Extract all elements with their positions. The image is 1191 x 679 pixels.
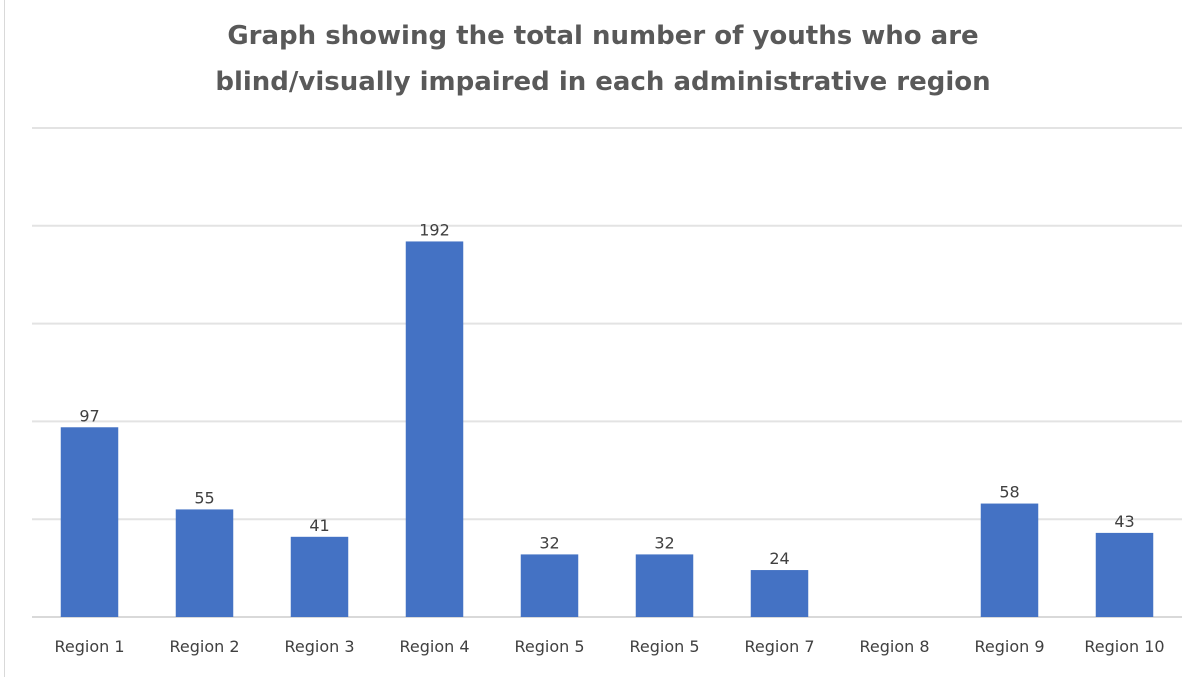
x-tick-label: Region 5 bbox=[629, 637, 699, 656]
data-labels: 97 55 41 192 32 32 24 58 43 bbox=[79, 220, 1134, 568]
chart-title-line-2: blind/visually impaired in each administ… bbox=[215, 67, 990, 97]
bar bbox=[635, 554, 694, 617]
x-tick-label: Region 1 bbox=[54, 637, 124, 656]
bar-data-label: 43 bbox=[1114, 512, 1134, 531]
bar bbox=[750, 570, 809, 617]
bar-data-label: 32 bbox=[654, 533, 674, 552]
chart-title-line-1: Graph showing the total number of youths… bbox=[227, 21, 978, 51]
x-axis-tick-labels: Region 1 Region 2 Region 3 Region 4 Region 5… bbox=[54, 637, 1164, 656]
bar-data-label: 55 bbox=[194, 488, 214, 507]
bar bbox=[175, 509, 234, 617]
bar bbox=[520, 554, 579, 617]
bar-data-label: 97 bbox=[79, 406, 99, 425]
x-tick-label: Region 3 bbox=[284, 637, 354, 656]
x-tick-label: Region 8 bbox=[859, 637, 929, 656]
chart-frame: Graph showing the total number of youths… bbox=[4, 0, 1189, 677]
bar-chart: Graph showing the total number of youths… bbox=[32, 21, 1182, 656]
bar bbox=[980, 503, 1039, 617]
bar bbox=[1095, 532, 1154, 617]
x-tick-label: Region 4 bbox=[399, 637, 469, 656]
bar bbox=[290, 536, 349, 617]
x-tick-label: Region 10 bbox=[1084, 637, 1164, 656]
x-tick-label: Region 5 bbox=[514, 637, 584, 656]
bar bbox=[405, 241, 464, 617]
x-tick-label: Region 2 bbox=[169, 637, 239, 656]
bar bbox=[60, 427, 119, 617]
bar-data-label: 41 bbox=[309, 516, 329, 535]
bar-data-label: 24 bbox=[769, 549, 789, 568]
x-tick-label: Region 7 bbox=[744, 637, 814, 656]
bars bbox=[60, 241, 1154, 617]
bar-data-label: 192 bbox=[419, 220, 450, 239]
x-tick-label: Region 9 bbox=[974, 637, 1044, 656]
bar-data-label: 58 bbox=[999, 483, 1019, 502]
bar-data-label: 32 bbox=[539, 533, 559, 552]
